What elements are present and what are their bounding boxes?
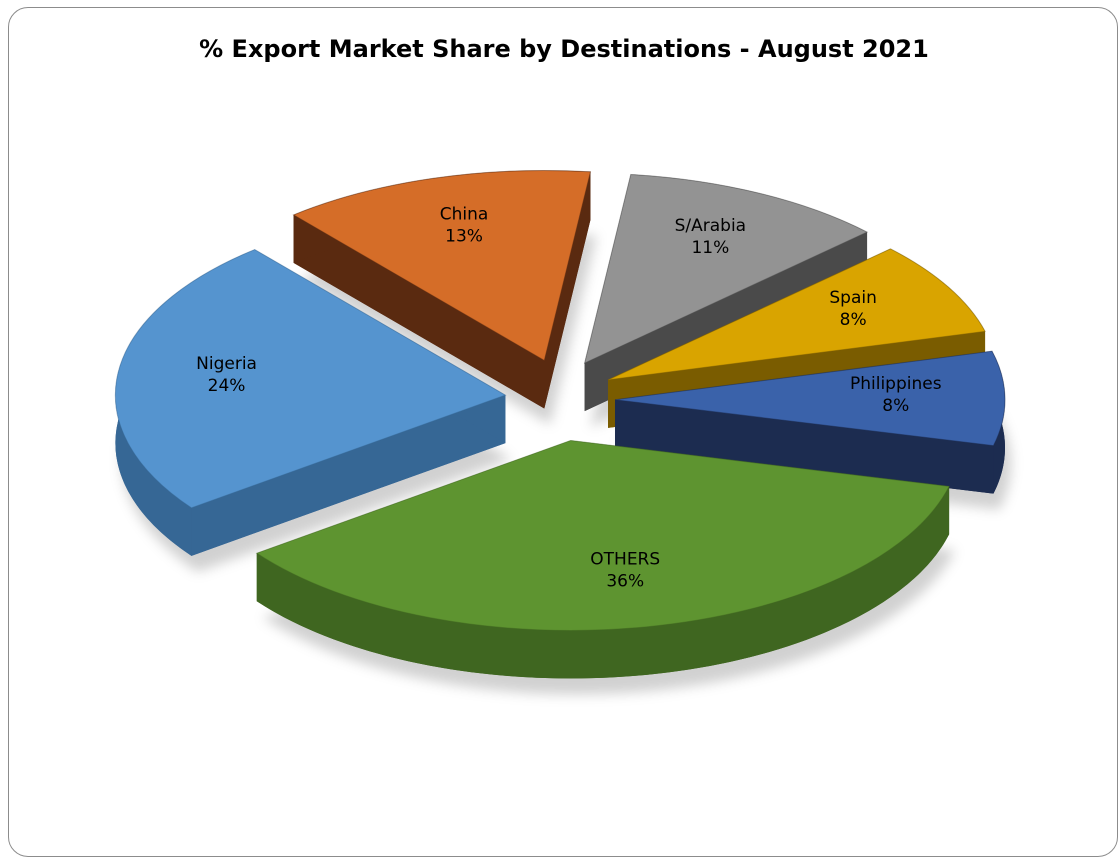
slice-nigeria [114,249,507,509]
data-labels: OTHERS 36% Nigeria 24% China 13% S/Arabia 11% Sp… [196,204,942,591]
data-label-china: China 13% [440,204,489,246]
data-label-value-others: 36% [606,572,644,592]
chart-title: % Export Market Share by Destinations - … [199,35,929,63]
data-label-name-others: OTHERS [590,550,660,570]
data-label-others: OTHERS 36% [590,550,660,592]
data-label-value-nigeria: 24% [208,376,246,396]
data-label-name-nigeria: Nigeria [196,354,257,374]
data-label-name-s-arabia: S/Arabia [675,216,747,236]
slice-outer-wall-others [256,486,950,679]
slice-philippines [614,350,1006,447]
data-label-name-philippines: Philippines [850,374,942,394]
data-label-s-arabia: S/Arabia 11% [675,216,747,258]
slice-others [255,439,950,631]
slice-china [292,169,592,362]
slice-wall-china-0 [293,214,545,409]
slice-spain [607,248,986,381]
data-label-name-china: China [440,204,489,224]
slice-s-arabia [583,173,869,365]
data-label-value-china: 13% [445,226,483,246]
data-label-philippines: Philippines 8% [850,374,942,416]
data-label-name-spain: Spain [829,288,877,308]
data-label-value-s-arabia: 11% [691,238,729,258]
pie-slices [114,169,1006,679]
slice-wall-nigeria-0 [191,395,506,556]
data-label-value-spain: 8% [840,310,867,330]
slice-wall-philippines-1 [614,399,994,494]
data-label-spain: Spain 8% [829,288,877,330]
slice-wall-china-1 [544,171,591,409]
data-label-value-philippines: 8% [882,396,909,416]
data-label-nigeria: Nigeria 24% [196,354,257,396]
